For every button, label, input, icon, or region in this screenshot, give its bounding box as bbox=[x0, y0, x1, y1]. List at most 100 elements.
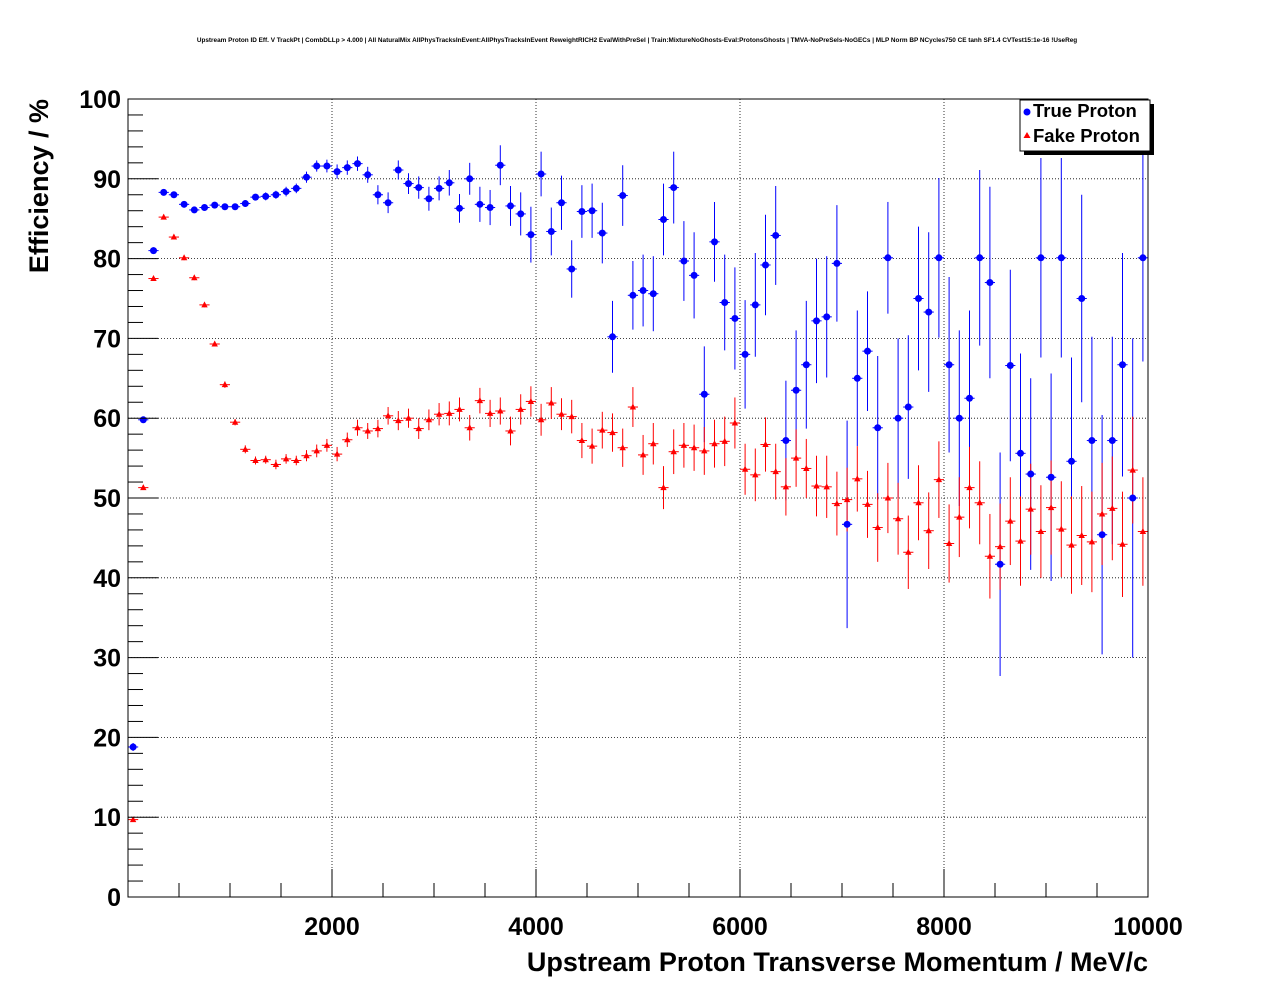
data-point-true-proton bbox=[211, 201, 219, 209]
data-point-true-proton bbox=[731, 314, 739, 322]
data-point-fake-proton bbox=[425, 416, 433, 423]
y-tick-label: 70 bbox=[93, 325, 121, 353]
data-point-true-proton bbox=[374, 191, 382, 199]
y-tick-label: 100 bbox=[79, 86, 121, 114]
legend-marker-fake-proton bbox=[1023, 132, 1031, 138]
data-point-true-proton bbox=[853, 374, 861, 382]
data-point-fake-proton bbox=[864, 500, 871, 507]
data-point-fake-proton bbox=[976, 499, 983, 506]
data-point-true-proton bbox=[792, 386, 800, 394]
data-point-fake-proton bbox=[843, 496, 851, 503]
data-point-fake-proton bbox=[333, 450, 341, 457]
data-point-fake-proton bbox=[578, 437, 586, 444]
data-point-true-proton bbox=[1098, 531, 1106, 539]
data-point-true-proton bbox=[292, 184, 300, 192]
data-point-fake-proton bbox=[690, 444, 698, 451]
data-point-true-proton bbox=[476, 200, 484, 208]
data-point-fake-proton bbox=[813, 482, 820, 489]
data-point-fake-proton bbox=[231, 418, 239, 425]
data-point-true-proton bbox=[466, 175, 474, 183]
data-point-fake-proton bbox=[629, 403, 637, 410]
data-point-fake-proton bbox=[894, 515, 902, 522]
data-point-fake-proton bbox=[456, 405, 463, 412]
data-point-fake-proton bbox=[1078, 532, 1085, 539]
data-point-true-proton bbox=[384, 199, 392, 207]
data-point-fake-proton bbox=[160, 213, 167, 220]
data-point-fake-proton bbox=[996, 543, 1004, 550]
data-point-true-proton bbox=[802, 361, 810, 369]
data-point-fake-proton bbox=[1047, 504, 1055, 511]
data-point-fake-proton bbox=[517, 405, 524, 412]
data-point-true-proton bbox=[864, 347, 871, 355]
data-point-fake-proton bbox=[384, 412, 392, 419]
data-point-fake-proton bbox=[364, 427, 371, 434]
data-point-true-proton bbox=[751, 301, 759, 309]
data-point-fake-proton bbox=[884, 494, 892, 501]
legend-marker-true-proton bbox=[1023, 108, 1031, 116]
data-point-fake-proton bbox=[374, 425, 382, 432]
data-point-true-proton bbox=[904, 403, 912, 411]
x-tick-label: 6000 bbox=[712, 913, 768, 941]
data-point-fake-proton bbox=[1027, 505, 1034, 512]
x-axis-label: Upstream Proton Transverse Momentum / Me… bbox=[527, 947, 1148, 977]
y-tick-label: 80 bbox=[93, 246, 121, 274]
data-point-fake-proton bbox=[588, 442, 596, 449]
legend-box bbox=[1019, 99, 1151, 152]
chart-title: Upstream Proton ID Eff. V TrackPt | Comb… bbox=[197, 37, 1077, 44]
data-point-fake-proton bbox=[201, 301, 208, 308]
data-point-true-proton bbox=[1017, 449, 1024, 457]
data-point-true-proton bbox=[955, 414, 963, 422]
y-tick-label: 40 bbox=[93, 565, 121, 593]
data-point-fake-proton bbox=[221, 381, 229, 388]
data-point-true-proton bbox=[262, 192, 270, 200]
data-point-true-proton bbox=[690, 271, 698, 279]
data-point-fake-proton bbox=[792, 454, 800, 461]
data-point-true-proton bbox=[456, 204, 463, 212]
data-point-true-proton bbox=[741, 350, 749, 358]
data-point-fake-proton bbox=[558, 410, 565, 417]
data-point-fake-proton bbox=[731, 419, 739, 426]
y-tick-label: 50 bbox=[93, 485, 121, 513]
data-point-true-proton bbox=[507, 202, 514, 210]
data-point-fake-proton bbox=[1088, 538, 1096, 545]
y-tick-label: 30 bbox=[93, 645, 121, 673]
data-point-true-proton bbox=[629, 291, 637, 299]
data-point-true-proton bbox=[649, 290, 657, 298]
y-tick-label: 10 bbox=[93, 804, 121, 832]
data-point-fake-proton bbox=[915, 499, 922, 506]
y-tick-label: 20 bbox=[93, 724, 121, 752]
data-point-true-proton bbox=[221, 203, 229, 211]
data-point-true-proton bbox=[639, 287, 647, 295]
data-point-true-proton bbox=[252, 193, 259, 201]
legend: True Proton Fake Proton bbox=[1019, 99, 1154, 155]
data-point-true-proton bbox=[578, 208, 586, 216]
data-point-true-proton bbox=[405, 180, 412, 188]
data-point-fake-proton bbox=[507, 427, 514, 434]
data-point-fake-proton bbox=[823, 483, 830, 490]
data-point-fake-proton bbox=[660, 484, 667, 491]
data-point-fake-proton bbox=[405, 414, 412, 421]
data-point-true-proton bbox=[1139, 254, 1147, 262]
x-tick-labels: 2000 4000 6000 8000 10000 bbox=[304, 913, 1183, 941]
data-point-true-proton bbox=[833, 259, 841, 267]
data-point-fake-proton bbox=[956, 513, 963, 520]
data-point-fake-proton bbox=[752, 471, 759, 478]
data-point-true-proton bbox=[343, 164, 351, 172]
x-tick-label: 8000 bbox=[916, 913, 972, 941]
data-point-fake-proton bbox=[140, 484, 147, 491]
data-point-fake-proton bbox=[527, 397, 535, 404]
data-point-fake-proton bbox=[670, 448, 677, 455]
data-point-true-proton bbox=[517, 210, 525, 218]
data-point-true-proton bbox=[435, 184, 443, 192]
data-point-fake-proton bbox=[905, 548, 912, 555]
data-point-fake-proton bbox=[476, 397, 484, 404]
data-point-true-proton bbox=[1047, 473, 1055, 481]
data-point-fake-proton bbox=[211, 340, 218, 347]
data-point-true-proton bbox=[333, 168, 341, 176]
data-point-true-proton bbox=[935, 254, 943, 262]
data-point-fake-proton bbox=[415, 425, 422, 432]
data-point-true-proton bbox=[282, 188, 290, 196]
data-point-fake-proton bbox=[1119, 540, 1126, 547]
data-point-true-proton bbox=[894, 414, 902, 422]
